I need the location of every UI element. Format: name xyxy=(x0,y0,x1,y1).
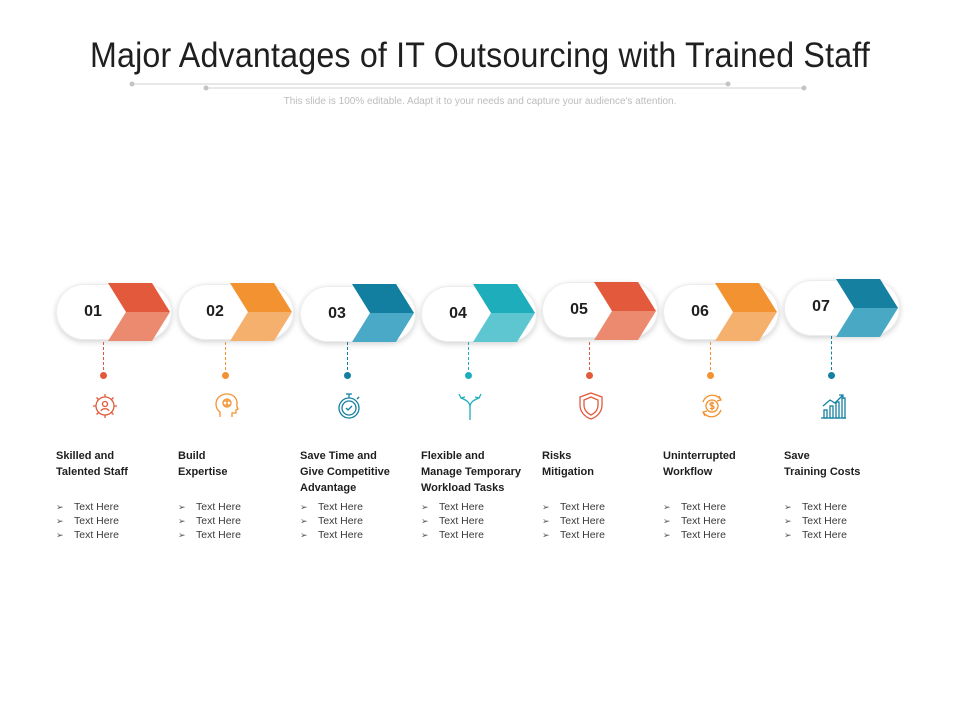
bullet-item: ➢ Text Here xyxy=(56,515,119,527)
bullet-item: ➢ Text Here xyxy=(421,515,484,527)
step-5-label: Risks Mitigation xyxy=(542,450,594,478)
step-3: 03 Save Time and Give Competitive Advant… xyxy=(300,284,426,574)
step-3-connector xyxy=(347,342,348,370)
step-4-label: Flexible and Manage Temporary Workload T… xyxy=(421,450,522,494)
step-7-chevron-arrow xyxy=(836,279,898,337)
step-7-number: 07 xyxy=(812,298,830,315)
step-5-connector xyxy=(589,342,590,370)
step-6-number: 06 xyxy=(691,303,709,320)
bullet-item: ➢ Text Here xyxy=(178,515,241,527)
bar-chart-growth-icon xyxy=(821,394,846,419)
stopwatch-icon xyxy=(338,393,360,419)
bullet-item: ➢ Text Here xyxy=(784,515,847,527)
step-2-label: Build Expertise xyxy=(178,450,228,478)
bullet-item: ➢ Text Here xyxy=(421,529,484,541)
step-2-connector xyxy=(225,342,226,370)
bullet-item: ➢ Text Here xyxy=(663,501,726,513)
step-2-dot xyxy=(222,372,229,379)
step-5-number: 05 xyxy=(570,301,588,318)
dollar-cycle-icon xyxy=(702,394,722,418)
chevron-top xyxy=(473,284,535,313)
step-3-label: Save Time and Give Competitive Advantage xyxy=(300,450,390,494)
step-7-bullets: ➢ Text Here ➢ Text Here ➢ Text Here xyxy=(784,500,910,542)
step-6-label: Uninterrupted Workflow xyxy=(663,450,736,478)
chevron-top xyxy=(352,284,414,313)
bullet-item: ➢ Text Here xyxy=(784,501,847,513)
step-1-dot xyxy=(100,372,107,379)
bullet-item: ➢ Text Here xyxy=(300,501,363,513)
step-5-dot xyxy=(586,372,593,379)
process-diagram: 01 Skilled and Talented Staff ➢ Text Here… xyxy=(0,270,960,570)
chevron-bottom xyxy=(594,311,656,340)
shield-icon xyxy=(579,392,603,420)
step-4-number: 04 xyxy=(449,305,467,322)
bullet-item: ➢ Text Here xyxy=(784,529,847,541)
step-1-connector xyxy=(103,342,104,370)
chevron-top xyxy=(836,279,898,308)
chevron-bottom xyxy=(352,313,414,342)
step-2-bullets: ➢ Text Here ➢ Text Here ➢ Text Here xyxy=(178,500,304,542)
step-4: 04 Flexible and Manage Temporary Workloa… xyxy=(421,284,547,574)
step-3-bullets: ➢ Text Here ➢ Text Here ➢ Text Here xyxy=(300,500,426,542)
chevron-top xyxy=(594,282,656,311)
gear-person-icon xyxy=(93,394,117,418)
chevron-bottom xyxy=(836,308,898,337)
subtitle: This slide is 100% editable. Adapt it to… xyxy=(283,96,677,107)
step-6-dot xyxy=(707,372,714,379)
step-1-chevron-arrow xyxy=(108,283,170,341)
step-7-label: Save Training Costs xyxy=(784,450,861,478)
bullet-item: ➢ Text Here xyxy=(663,529,726,541)
chevron-bottom xyxy=(230,312,292,341)
step-5-bullets: ➢ Text Here ➢ Text Here ➢ Text Here xyxy=(542,500,668,542)
step-4-chevron-arrow xyxy=(473,284,535,342)
step-4-dot xyxy=(465,372,472,379)
step-7-dot xyxy=(828,372,835,379)
bullet-item: ➢ Text Here xyxy=(178,529,241,541)
bullet-item: ➢ Text Here xyxy=(300,515,363,527)
step-1: 01 Skilled and Talented Staff ➢ Text Here… xyxy=(56,283,182,574)
bullet-item: ➢ Text Here xyxy=(56,501,119,513)
step-3-number: 03 xyxy=(328,305,346,322)
chevron-bottom xyxy=(715,312,777,341)
step-4-connector xyxy=(468,342,469,370)
bullet-item: ➢ Text Here xyxy=(178,501,241,513)
chevron-top xyxy=(108,283,170,312)
step-6-connector xyxy=(710,342,711,370)
step-5-chevron-arrow xyxy=(594,282,656,340)
bullet-item: ➢ Text Here xyxy=(542,501,605,513)
step-6: 06 Uninterrupted Workflow ➢ Text Here ➢ Te… xyxy=(663,283,789,574)
chevron-top xyxy=(715,283,777,312)
step-7: 07 Save Training Costs ➢ Text Here ➢ Text … xyxy=(784,279,910,574)
page-title: Major Advantages of IT Outsourcing with … xyxy=(89,36,870,75)
step-5: 05 Risks Mitigation ➢ Text Here ➢ Text Her… xyxy=(542,282,668,574)
bullet-item: ➢ Text Here xyxy=(300,529,363,541)
brain-head-icon xyxy=(215,393,239,417)
chevron-top xyxy=(230,283,292,312)
split-arrows-icon xyxy=(458,393,482,420)
step-1-number: 01 xyxy=(84,303,102,320)
bullet-item: ➢ Text Here xyxy=(421,501,484,513)
chevron-bottom xyxy=(108,312,170,341)
step-2: 02 Build Expertise ➢ Text Here ➢ Text Here… xyxy=(178,283,304,574)
bullet-item: ➢ Text Here xyxy=(542,529,605,541)
step-7-connector xyxy=(831,336,832,370)
step-2-number: 02 xyxy=(206,303,224,320)
step-2-chevron-arrow xyxy=(230,283,292,341)
step-3-dot xyxy=(344,372,351,379)
step-1-bullets: ➢ Text Here ➢ Text Here ➢ Text Here xyxy=(56,500,182,542)
step-6-bullets: ➢ Text Here ➢ Text Here ➢ Text Here xyxy=(663,500,789,542)
title-underline-decoration xyxy=(129,81,807,91)
chevron-bottom xyxy=(473,313,535,342)
step-6-chevron-arrow xyxy=(715,283,777,341)
bullet-item: ➢ Text Here xyxy=(56,529,119,541)
step-3-chevron-arrow xyxy=(352,284,414,342)
step-4-bullets: ➢ Text Here ➢ Text Here ➢ Text Here xyxy=(421,500,547,542)
bullet-item: ➢ Text Here xyxy=(542,515,605,527)
bullet-item: ➢ Text Here xyxy=(663,515,726,527)
step-1-label: Skilled and Talented Staff xyxy=(56,450,128,478)
